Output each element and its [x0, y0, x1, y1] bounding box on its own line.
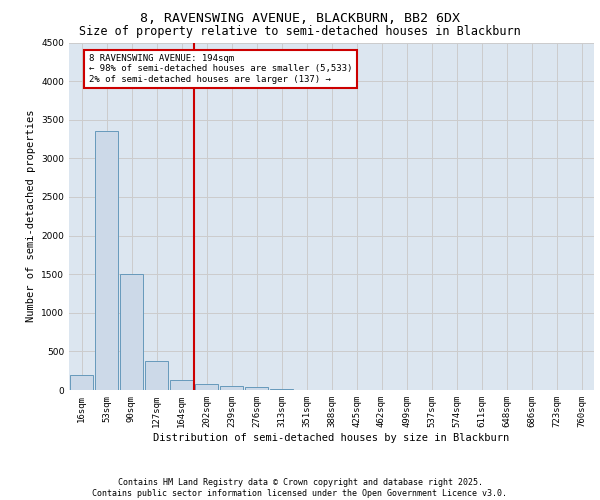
Bar [145, 362, 168, 390]
Text: 8 RAVENSWING AVENUE: 194sqm
← 98% of semi-detached houses are smaller (5,533)
2%: 8 RAVENSWING AVENUE: 194sqm ← 98% of sem… [89, 54, 352, 84]
Bar [220, 386, 243, 390]
Bar [270, 389, 293, 390]
Y-axis label: Number of semi-detached properties: Number of semi-detached properties [26, 110, 35, 322]
Text: Contains HM Land Registry data © Crown copyright and database right 2025.
Contai: Contains HM Land Registry data © Crown c… [92, 478, 508, 498]
Text: 8, RAVENSWING AVENUE, BLACKBURN, BB2 6DX: 8, RAVENSWING AVENUE, BLACKBURN, BB2 6DX [140, 12, 460, 26]
Bar [170, 380, 193, 390]
Text: Size of property relative to semi-detached houses in Blackburn: Size of property relative to semi-detach… [79, 25, 521, 38]
Bar [95, 132, 118, 390]
Bar [70, 374, 93, 390]
Bar [245, 387, 268, 390]
X-axis label: Distribution of semi-detached houses by size in Blackburn: Distribution of semi-detached houses by … [154, 432, 509, 442]
Bar [195, 384, 218, 390]
Bar [120, 274, 143, 390]
